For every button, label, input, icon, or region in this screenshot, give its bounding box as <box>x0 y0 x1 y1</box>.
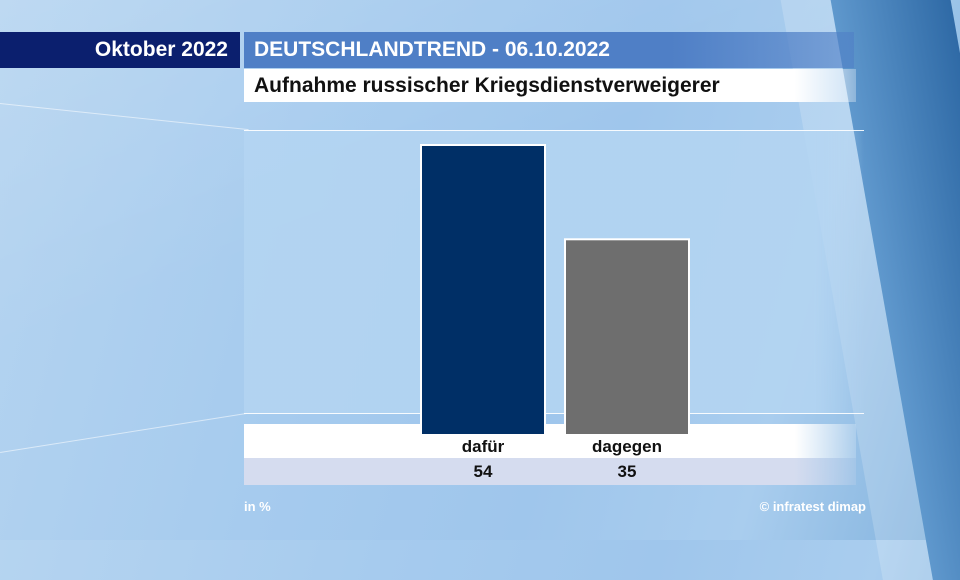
plot-area <box>244 130 864 436</box>
background-line-bottom <box>0 412 248 453</box>
bar-rect-dagegen <box>564 238 690 436</box>
bar-rect-dafuer <box>420 144 546 436</box>
category-label-dagegen: dagegen <box>592 437 662 456</box>
value-label-dafuer: 54 <box>473 462 493 481</box>
bar-dagegen <box>564 238 690 436</box>
category-label-dafuer: dafür <box>461 437 505 456</box>
month-label: Oktober 2022 <box>0 32 240 68</box>
value-label-dagegen: 35 <box>617 462 637 481</box>
background-line-top <box>0 103 249 131</box>
value-label-row: 54 35 <box>244 458 856 485</box>
survey-title: DEUTSCHLANDTREND - 06.10.2022 <box>244 32 854 68</box>
category-label-row: dafür dagegen <box>244 424 856 458</box>
source-credit: © infratest dimap <box>759 499 866 514</box>
bar-dafuer <box>420 144 546 436</box>
unit-note: in % <box>244 499 271 514</box>
chart-title: Aufnahme russischer Kriegsdienstverweige… <box>244 69 856 102</box>
bar-chart <box>420 144 690 436</box>
